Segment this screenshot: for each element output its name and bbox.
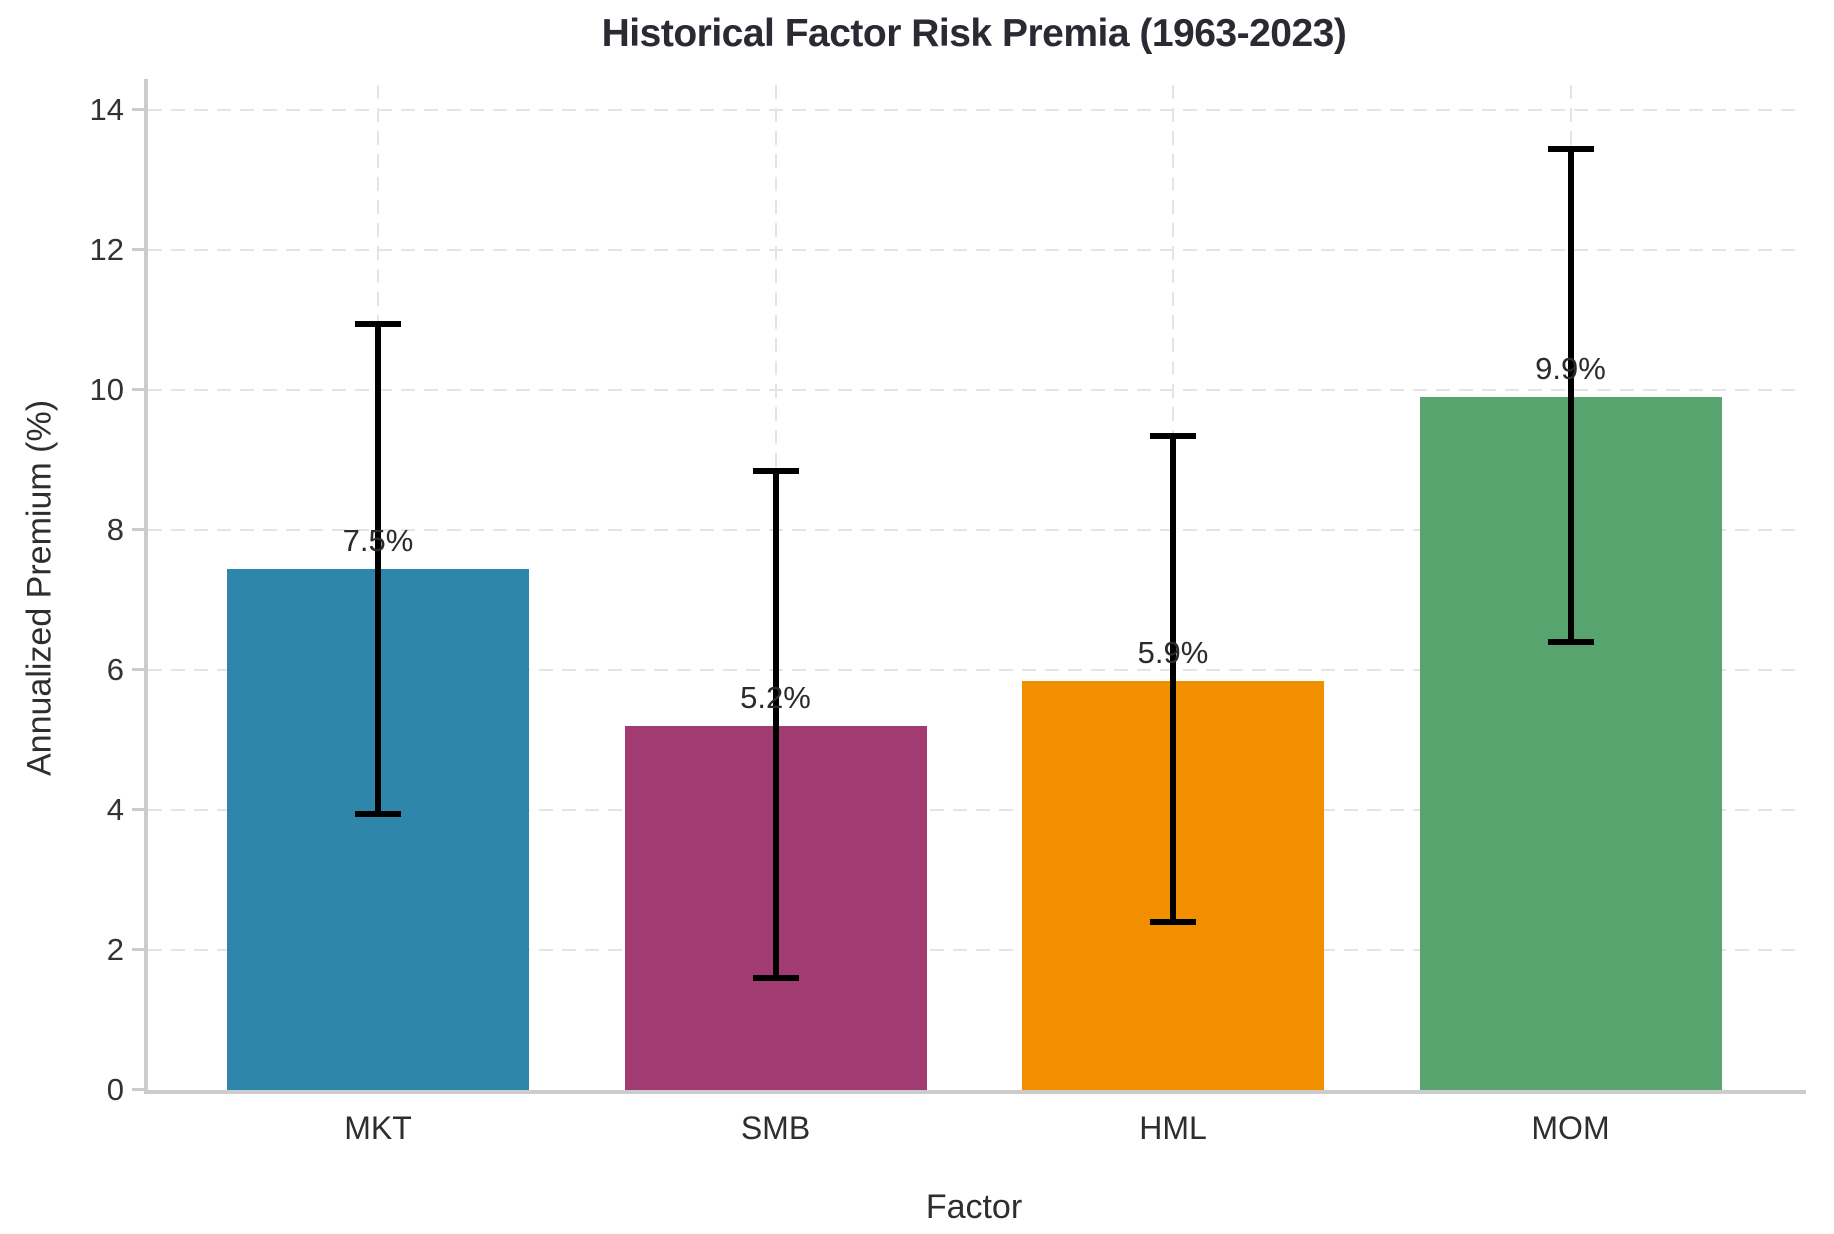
y-tick-mark xyxy=(132,668,144,671)
y-tick-label: 4 xyxy=(106,792,124,827)
y-tick-label: 14 xyxy=(89,92,124,127)
y-tick-mark xyxy=(132,388,144,391)
error-bar-cap-top xyxy=(1150,432,1196,439)
x-tick-label-hml: HML xyxy=(1139,1110,1207,1146)
error-bar-line xyxy=(375,323,381,814)
error-bar-cap-top xyxy=(355,320,401,327)
y-tick-mark xyxy=(132,108,144,111)
bar-value-label: 5.9% xyxy=(1137,634,1209,670)
y-tick-label: 10 xyxy=(89,372,124,407)
error-bar-cap-bottom xyxy=(1150,919,1196,925)
x-tick-label-mom: MOM xyxy=(1531,1110,1610,1146)
error-bar-line xyxy=(772,470,779,978)
bar-value-label: 5.2% xyxy=(740,680,811,715)
gridline-h xyxy=(148,249,1800,251)
x-tick-label-mkt: MKT xyxy=(344,1110,412,1146)
gridline-h xyxy=(148,389,1800,391)
error-bar-line xyxy=(1567,148,1574,642)
x-axis-label: Factor xyxy=(925,1188,1023,1226)
x-axis-spine xyxy=(144,1090,1806,1094)
y-tick-label: 8 xyxy=(106,512,124,547)
gridline-h xyxy=(148,669,1800,671)
y-axis-spine xyxy=(144,79,148,1094)
y-tick-mark xyxy=(132,948,144,951)
bar-value-label: 7.5% xyxy=(342,522,414,558)
gridline-h xyxy=(148,949,1800,951)
error-bar-line xyxy=(1170,435,1176,922)
error-bar-cap-top xyxy=(752,467,799,474)
chart-title: Historical Factor Risk Premia (1963-2023… xyxy=(601,12,1347,55)
y-tick-mark xyxy=(132,1088,144,1091)
y-tick-label: 12 xyxy=(89,232,124,267)
y-tick-mark xyxy=(132,248,144,251)
gridline-h xyxy=(148,109,1800,111)
error-bar-cap-bottom xyxy=(752,975,799,981)
gridline-h xyxy=(148,809,1800,811)
gridline-h xyxy=(148,529,1800,531)
y-tick-label: 2 xyxy=(106,932,124,967)
bar-value-label: 9.9% xyxy=(1535,351,1606,386)
y-tick-label: 6 xyxy=(106,652,124,687)
plot-area: 0 2 4 6 8 10 12 14 7.5% MKT 5.2% SMB 5.9% HML 9.9% MOM xyxy=(90,79,1806,1146)
x-tick-label-smb: SMB xyxy=(740,1110,811,1146)
error-bar-cap-bottom xyxy=(1547,639,1594,645)
error-bar-cap-top xyxy=(1547,145,1594,152)
y-tick-mark xyxy=(132,808,144,811)
error-bar-cap-bottom xyxy=(355,810,401,817)
y-tick-mark xyxy=(132,528,144,531)
y-tick-label: 0 xyxy=(106,1072,124,1107)
